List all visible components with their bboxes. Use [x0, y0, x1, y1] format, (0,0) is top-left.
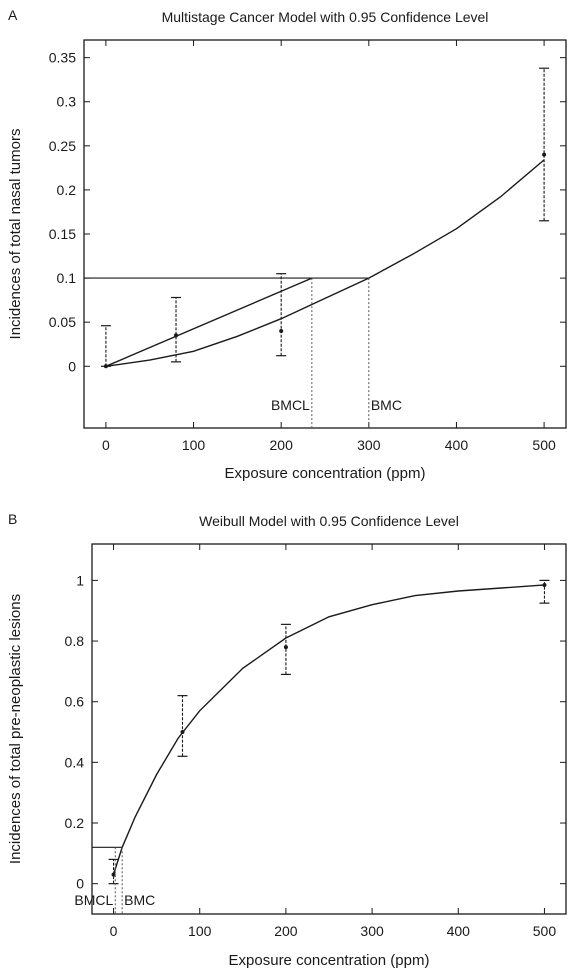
x-tick-label: 300	[360, 923, 384, 939]
x-axis-label: Exposure concentration (ppm)	[229, 952, 430, 969]
data-point	[174, 333, 179, 338]
data-point	[111, 872, 116, 877]
y-tick-label: 0.2	[57, 182, 77, 198]
panel-label: B	[8, 511, 17, 527]
model-curve-line	[105, 159, 545, 367]
y-tick-label: 0.1	[57, 270, 77, 286]
chart-b: B Weibull Model with 0.95 Confidence Leve…	[7, 511, 567, 969]
chart-title: Weibull Model with 0.95 Confidence Level	[199, 513, 459, 529]
x-tick-label: 100	[182, 437, 206, 453]
y-tick-label: 0.2	[65, 815, 85, 831]
bmc-label: BMC	[124, 892, 155, 908]
x-tick-label: 300	[357, 437, 381, 453]
y-tick-label: 0.3	[57, 94, 77, 110]
plot-frame	[83, 39, 567, 429]
data-point	[279, 329, 284, 333]
x-tick-label: 100	[188, 923, 212, 939]
model-curve-line	[112, 584, 545, 875]
panel-label: A	[8, 7, 18, 23]
x-tick-label: 500	[532, 437, 556, 453]
data-point	[542, 152, 547, 157]
plot-frame	[91, 543, 567, 915]
panel-b: B Weibull Model with 0.95 Confidence Leve…	[0, 505, 568, 978]
y-axis-label: Incidences of total pre-neoplastic lesio…	[7, 594, 24, 864]
x-tick-label: 200	[270, 437, 294, 453]
y-tick-label: 0.35	[49, 50, 76, 66]
x-tick-label: 200	[274, 923, 298, 939]
chart-title: Multistage Cancer Model with 0.95 Confid…	[162, 9, 489, 25]
bmcl-label: BMCL	[271, 397, 310, 413]
bmc-label: BMC	[371, 397, 402, 413]
y-tick-label: 0	[68, 358, 76, 374]
data-point	[180, 730, 185, 735]
y-tick-label: 0.25	[49, 138, 76, 154]
bmcl-label: BMCL	[74, 892, 113, 908]
data-point	[542, 582, 547, 587]
x-tick-label: 500	[533, 923, 557, 939]
chart-a: A Multistage Cancer Model with 0.95 Confi…	[7, 7, 567, 482]
bmcl-line	[105, 277, 313, 367]
y-tick-label: 0.15	[49, 226, 76, 242]
y-tick-label: 0.8	[65, 633, 85, 649]
y-tick-label: 0	[76, 876, 84, 892]
x-tick-label: 400	[445, 437, 469, 453]
x-tick-label: 0	[110, 923, 118, 939]
x-axis-label: Exposure concentration (ppm)	[225, 465, 426, 482]
y-tick-label: 0.4	[65, 754, 85, 770]
x-tick-label: 400	[447, 923, 471, 939]
y-tick-label: 1	[76, 572, 84, 588]
data-point	[283, 645, 288, 650]
panel-a: A Multistage Cancer Model with 0.95 Confi…	[7, 7, 567, 482]
y-axis-label: Incidences of total nasal tumors	[7, 129, 24, 340]
x-tick-label: 0	[102, 437, 110, 453]
data-point	[103, 364, 108, 369]
y-tick-label: 0.6	[65, 694, 85, 710]
y-tick-label: 0.05	[49, 314, 76, 330]
